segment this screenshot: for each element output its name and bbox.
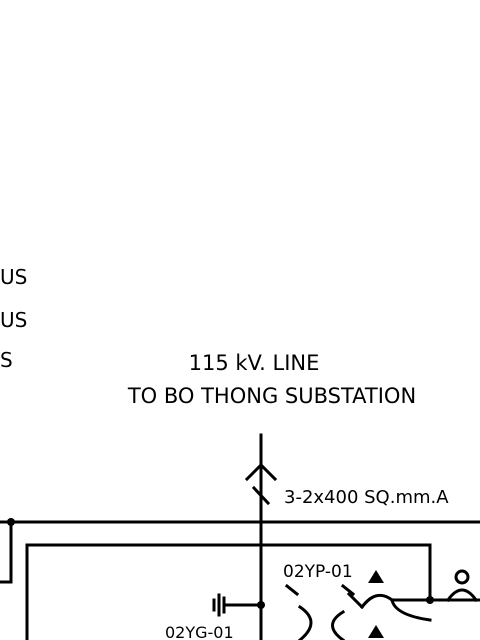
line-destination: TO BO THONG SUBSTATION xyxy=(127,384,416,408)
ct-tick-2 xyxy=(340,583,356,597)
bus-label-1: US xyxy=(0,265,27,289)
ground-switch-icon xyxy=(212,593,232,617)
node-dot-icon-3 xyxy=(426,596,434,604)
triangle-marker-icon-2 xyxy=(368,625,384,638)
indicator-circle-icon xyxy=(454,569,470,585)
ground-switch-label: 02YG-01 xyxy=(165,623,234,640)
ct-tick-1 xyxy=(284,583,300,597)
ct-label: 02YP-01 xyxy=(283,562,353,582)
triangle-marker-icon xyxy=(368,570,384,583)
line-title: 115 kV. LINE xyxy=(189,351,320,375)
ct-lead xyxy=(346,591,365,610)
current-transformer-icon xyxy=(297,588,479,640)
bus-label-3: S xyxy=(0,348,13,372)
panel-outline xyxy=(25,543,432,640)
cable-slash-icon xyxy=(251,485,271,506)
node-dot-icon-2 xyxy=(257,601,265,609)
bus-label-2: US xyxy=(0,308,27,332)
arrow-up-icon xyxy=(244,462,278,482)
node-dot-icon xyxy=(7,518,15,526)
cable-spec-label: 3-2x400 SQ.mm.A xyxy=(284,487,449,508)
